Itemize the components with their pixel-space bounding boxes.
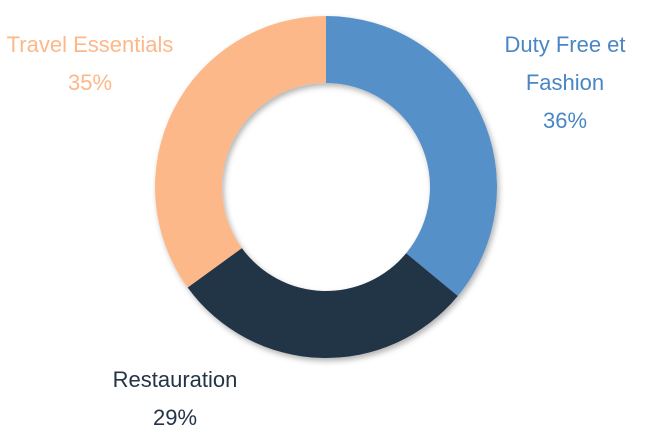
- donut-slice: [154, 16, 326, 288]
- slice-label: Restauration 29%: [60, 361, 290, 437]
- label-value: 36%: [542, 108, 588, 133]
- chart: Duty Free et Fashion 36% Restauration 29% Tr…: [0, 16, 660, 430]
- label-name: Duty Free et Fashion: [504, 32, 626, 95]
- label-value: 35%: [67, 70, 113, 95]
- chart-svg: [154, 16, 497, 358]
- slice-label: Travel Essentials 35%: [0, 26, 180, 102]
- label-name: Travel Essentials: [6, 32, 174, 57]
- donut-slice: [187, 248, 458, 358]
- donut: [154, 16, 497, 358]
- slice-label: Duty Free et Fashion 36%: [470, 26, 660, 140]
- label-name: Restauration: [112, 367, 238, 392]
- donut-slice: [326, 16, 497, 296]
- label-value: 29%: [152, 405, 198, 430]
